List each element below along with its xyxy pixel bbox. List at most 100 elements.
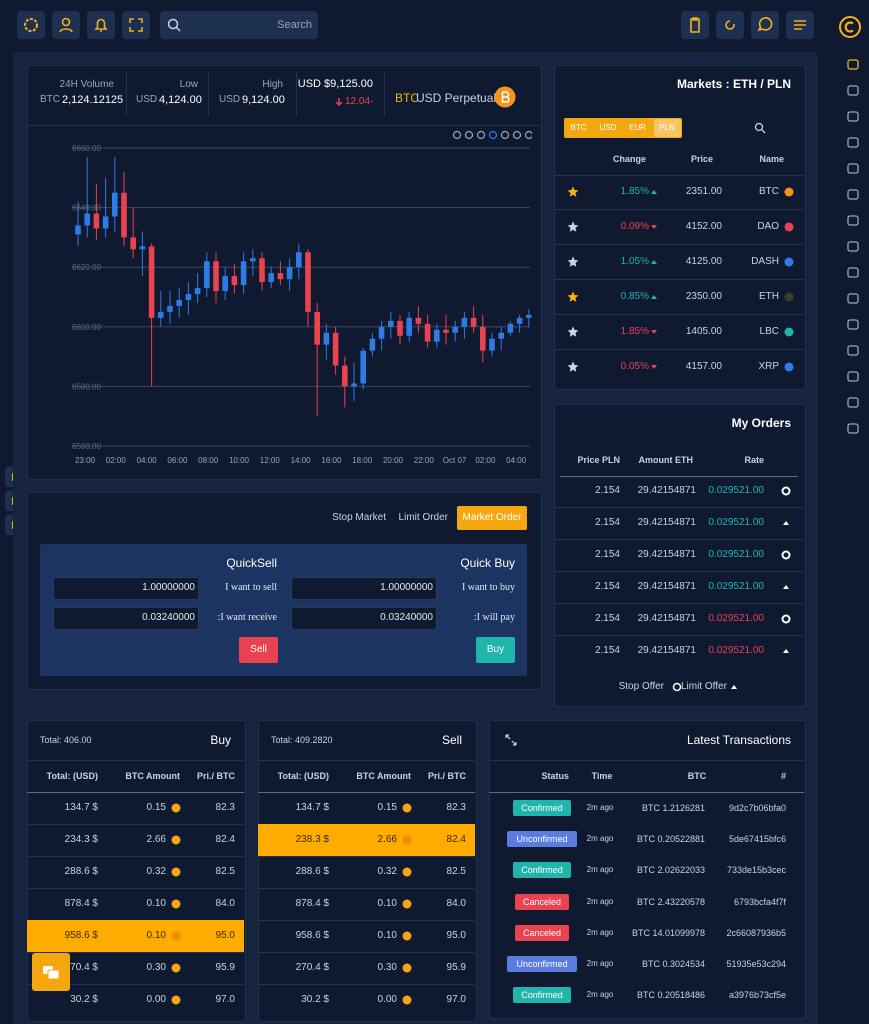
- coin-circle: [402, 803, 412, 813]
- market-header: Name: [759, 154, 784, 164]
- top-icon-button[interactable]: [122, 11, 150, 39]
- glyph: [794, 20, 806, 30]
- top-icon-button[interactable]: [87, 11, 115, 39]
- top-right-button[interactable]: [716, 11, 744, 39]
- input-field[interactable]: [291, 607, 437, 630]
- order-tab[interactable]: Limit Order: [398, 512, 448, 523]
- order-tab[interactable]: Stop Market: [332, 512, 386, 523]
- tx-divider: [489, 760, 804, 761]
- tx-status: Unconfirmed: [516, 959, 568, 969]
- row-separator: [27, 984, 244, 985]
- order-action: [781, 550, 791, 560]
- book-total-usd: 288.6 $: [295, 866, 329, 877]
- top-right-button[interactable]: [786, 11, 814, 39]
- search-box[interactable]: [160, 11, 318, 39]
- candle-body: [222, 276, 228, 292]
- input-field[interactable]: [53, 607, 199, 630]
- sidebar-icon: [847, 111, 859, 122]
- quick-title: QuickSell: [226, 556, 277, 570]
- market-name: LBC: [759, 326, 779, 337]
- input-field[interactable]: [53, 577, 199, 600]
- action-button[interactable]: [476, 637, 515, 663]
- top-icon-button[interactable]: [52, 11, 80, 39]
- market-tab[interactable]: USD: [599, 123, 617, 132]
- input-value[interactable]: 0.03240000: [380, 612, 433, 623]
- sidebar-icon: [847, 319, 859, 330]
- input-value[interactable]: 0.03240000: [142, 612, 195, 623]
- orders-footer[interactable]: Limit Offer: [681, 681, 727, 692]
- order-tab[interactable]: Market Order: [462, 512, 522, 523]
- expand-arrows: [505, 734, 517, 746]
- top-right-button[interactable]: [751, 11, 779, 39]
- coin-circle: [171, 963, 181, 973]
- x-tick-label: 20:00: [383, 456, 404, 465]
- tx-hash: 6793bcfa4f7f: [733, 896, 786, 907]
- y-tick-label: 6600.00: [72, 323, 101, 332]
- order-price: 2.154: [594, 581, 620, 592]
- input-value[interactable]: 1.00000000: [380, 582, 433, 593]
- sidebar-glyph: [847, 319, 859, 330]
- sidebar-glyph: [847, 345, 859, 356]
- order-amount: 29.42154871: [637, 517, 696, 528]
- market-header: Change: [612, 154, 646, 164]
- tx-status: Canceled: [522, 896, 562, 907]
- book-total-usd: 958.6 $: [64, 930, 98, 941]
- row-separator: [554, 244, 804, 245]
- star: [567, 256, 579, 267]
- input-field[interactable]: [291, 577, 437, 600]
- toolbar-icon: [488, 130, 498, 140]
- market-price: 4157.00: [685, 361, 722, 372]
- top-icon-button[interactable]: [17, 11, 45, 39]
- active-tab-bg[interactable]: [457, 506, 527, 530]
- tx-status: Confirmed: [521, 990, 563, 1001]
- market-tab[interactable]: BTC: [570, 123, 587, 132]
- action-label[interactable]: Sell: [250, 644, 267, 655]
- book-price: 82.5: [215, 866, 235, 877]
- toolbar-icon: [464, 130, 474, 140]
- chat-button[interactable]: [32, 953, 70, 991]
- status-badge: [515, 893, 569, 910]
- market-name: DAO: [757, 221, 779, 232]
- star: [567, 186, 579, 197]
- user-head: [61, 17, 71, 27]
- input-label: I want to sell: [225, 582, 277, 593]
- tx-hash: 51935e53c294: [726, 959, 786, 969]
- input-value[interactable]: 1.00000000: [142, 582, 195, 593]
- high-label: High: [262, 79, 283, 90]
- market-change: 0.85%: [620, 291, 649, 302]
- status-badge: [512, 862, 572, 879]
- book-amount: 0.10: [146, 930, 166, 941]
- sidebar-glyph: [847, 85, 859, 96]
- order-amount: 29.42154871: [637, 645, 696, 656]
- trend-icon: [651, 190, 657, 194]
- book-price: 95.9: [215, 962, 235, 973]
- row-separator: [258, 952, 475, 953]
- order-rate: 0.029521.00: [708, 549, 764, 560]
- input-label: I want to buy: [461, 582, 515, 593]
- ticker-separator: [296, 72, 297, 116]
- row-separator: [554, 635, 804, 636]
- top-right-button[interactable]: [681, 11, 709, 39]
- chat-bubble: [47, 969, 60, 980]
- coin-circle: [171, 867, 181, 877]
- last-price: USD $9,125.00: [297, 78, 373, 90]
- action-label[interactable]: Buy: [486, 644, 505, 655]
- tx-amount: BTC 2.43220578: [636, 896, 705, 907]
- market-header-line: [554, 175, 804, 176]
- row-separator: [554, 507, 804, 508]
- book-total-usd: 30.2 $: [70, 994, 98, 1005]
- search-placeholder[interactable]: Search: [277, 19, 312, 31]
- orders-footer[interactable]: Stop Offer: [618, 681, 664, 692]
- x-tick-label: 18:00: [352, 456, 373, 465]
- candle-body: [112, 192, 118, 217]
- tx-amount: BTC 1.2126281: [641, 803, 705, 813]
- tx-status: Unconfirmed: [516, 834, 568, 845]
- action-button[interactable]: [239, 637, 278, 663]
- row-separator: [258, 920, 475, 921]
- sidebar-icon: [847, 215, 859, 226]
- coin-icon: [784, 292, 794, 302]
- market-tab[interactable]: PLN: [659, 123, 675, 132]
- market-tab[interactable]: EUR: [629, 123, 646, 132]
- active-market-tab[interactable]: [653, 119, 681, 137]
- gear: [24, 18, 38, 32]
